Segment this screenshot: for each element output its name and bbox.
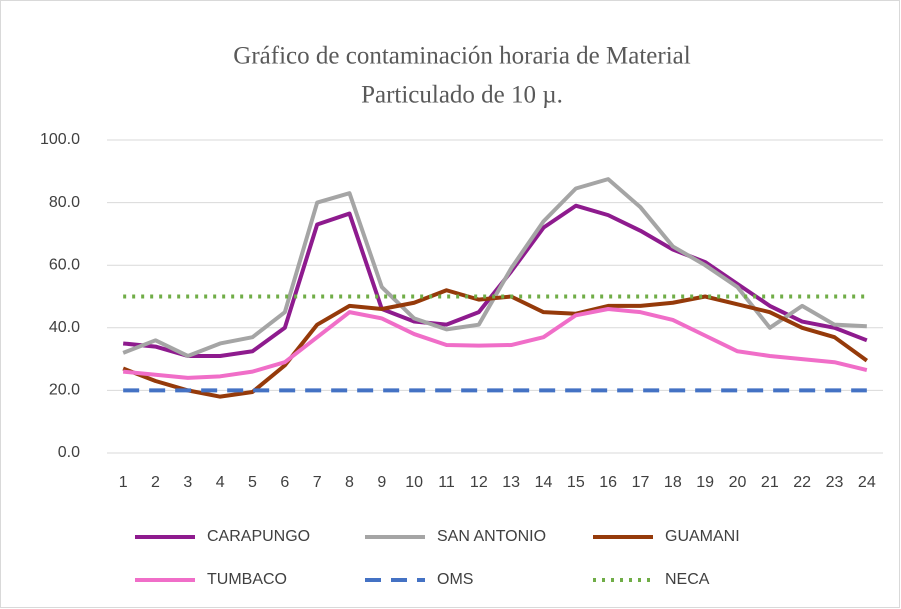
chart-title: Gráfico de contaminación horaria de Mate…: [233, 43, 690, 70]
legend-label: TUMBACO: [207, 571, 287, 588]
x-tick-label: 2: [151, 474, 160, 491]
x-tick-label: 13: [502, 474, 520, 491]
y-tick-label: 100.0: [40, 131, 80, 148]
x-tick-label: 14: [535, 474, 553, 491]
y-tick-label: 60.0: [49, 256, 80, 273]
x-tick-label: 1: [119, 474, 128, 491]
x-tick-label: 7: [313, 474, 322, 491]
x-tick-label: 22: [793, 474, 811, 491]
x-tick-label: 9: [377, 474, 386, 491]
x-tick-label: 17: [632, 474, 650, 491]
y-tick-label: 20.0: [49, 382, 80, 399]
series-line: [122, 307, 868, 380]
x-tick-label: 15: [567, 474, 585, 491]
x-tick-label: 19: [696, 474, 714, 491]
x-tick-label: 16: [599, 474, 617, 491]
x-tick-label: 18: [664, 474, 682, 491]
x-tick-label: 20: [729, 474, 747, 491]
x-tick-label: 3: [183, 474, 192, 491]
legend-label: GUAMANI: [665, 528, 740, 545]
y-tick-label: 80.0: [49, 194, 80, 211]
x-tick-label: 6: [280, 474, 289, 491]
legend-label: CARAPUNGO: [207, 528, 310, 545]
y-tick-label: 40.0: [49, 319, 80, 336]
series-line: [122, 203, 868, 358]
x-tick-label: 23: [826, 474, 844, 491]
x-tick-label: 10: [405, 474, 423, 491]
legend-label: SAN ANTONIO: [437, 528, 546, 545]
x-tick-label: 24: [858, 474, 876, 491]
x-tick-label: 4: [216, 474, 225, 491]
x-tick-label: 11: [438, 474, 455, 491]
chart-title: Particulado de 10 µ.: [361, 82, 563, 109]
y-tick-label: 0.0: [58, 444, 80, 461]
legend-label: NECA: [665, 571, 710, 588]
x-tick-label: 8: [345, 474, 354, 491]
x-tick-label: 5: [248, 474, 257, 491]
x-tick-label: 12: [470, 474, 488, 491]
legend-label: OMS: [437, 571, 473, 588]
x-tick-label: 21: [761, 474, 779, 491]
